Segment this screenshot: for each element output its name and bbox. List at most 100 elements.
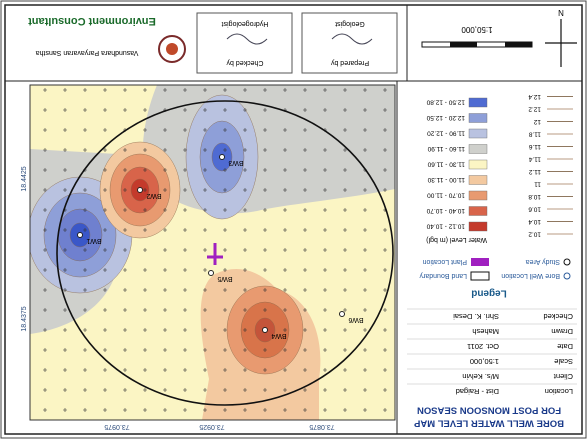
grid-cross bbox=[183, 208, 187, 212]
grid-cross bbox=[343, 288, 347, 292]
grid-cross bbox=[83, 248, 87, 252]
grid-cross bbox=[63, 88, 67, 92]
range-label: 10.40 - 10.70 bbox=[426, 207, 465, 214]
grid-cross bbox=[323, 388, 327, 392]
grid-cross bbox=[83, 208, 87, 212]
grid-cross bbox=[243, 348, 247, 352]
grid-cross bbox=[363, 308, 367, 312]
grid-cross bbox=[163, 168, 167, 172]
signature-box bbox=[301, 12, 398, 74]
legend-item: Study Area bbox=[526, 258, 560, 265]
grid-cross bbox=[323, 148, 327, 152]
grid-cross bbox=[343, 228, 347, 232]
grid-cross bbox=[203, 348, 207, 352]
grid-cross bbox=[63, 188, 67, 192]
grid-cross bbox=[103, 148, 107, 152]
grid-cross bbox=[163, 148, 167, 152]
grid-cross bbox=[63, 248, 67, 252]
contour-label: 10.6 bbox=[528, 205, 541, 212]
grid-cross bbox=[383, 188, 387, 192]
grid-cross bbox=[83, 328, 87, 332]
grid-cross bbox=[343, 188, 347, 192]
grid-cross bbox=[303, 108, 307, 112]
grid-cross bbox=[223, 268, 227, 272]
info-label: Date bbox=[557, 342, 573, 351]
legend-symbol bbox=[470, 271, 490, 281]
grid-cross bbox=[143, 108, 147, 112]
grid-cross bbox=[63, 288, 67, 292]
grid-cross bbox=[83, 228, 87, 232]
grid-cross bbox=[83, 368, 87, 372]
grid-cross bbox=[383, 108, 387, 112]
contour-label: 11.8 bbox=[528, 130, 541, 137]
map-border bbox=[29, 84, 396, 421]
grid-cross bbox=[243, 288, 247, 292]
grid-cross bbox=[283, 148, 287, 152]
scale-bar-fill bbox=[505, 42, 532, 47]
grid-cross bbox=[363, 288, 367, 292]
grid-cross bbox=[43, 168, 47, 172]
contour-label: 11.2 bbox=[528, 168, 541, 175]
grid-cross bbox=[143, 248, 147, 252]
grid-cross bbox=[43, 288, 47, 292]
grid-cross bbox=[203, 148, 207, 152]
grid-cross bbox=[183, 408, 187, 412]
legend-symbol bbox=[563, 272, 571, 280]
grid-cross bbox=[223, 148, 227, 152]
info-value: Dist - Raigad bbox=[456, 387, 499, 396]
grid-cross bbox=[323, 408, 327, 412]
grid-cross bbox=[143, 328, 147, 332]
legend-panel: BORE WELL WATER LEVEL MAP FOR POST MONSOO… bbox=[407, 93, 577, 428]
range-label: 12.50 - 12.80 bbox=[426, 98, 465, 105]
range-label: 11.00 - 11.30 bbox=[427, 176, 465, 183]
grid-cross bbox=[83, 188, 87, 192]
bore-well bbox=[219, 154, 225, 160]
legend-item: Plant Location bbox=[423, 258, 467, 265]
grid-cross bbox=[383, 308, 387, 312]
bore-well bbox=[137, 187, 143, 193]
grid-cross bbox=[123, 388, 127, 392]
grid-cross bbox=[283, 248, 287, 252]
contour-label: 12.4 bbox=[528, 93, 541, 100]
grid-cross bbox=[143, 308, 147, 312]
scale-bar-fill bbox=[450, 42, 477, 47]
grid-cross bbox=[103, 168, 107, 172]
grid-cross bbox=[183, 168, 187, 172]
grid-cross bbox=[243, 328, 247, 332]
contour-label: 10.8 bbox=[528, 193, 541, 200]
grid-cross bbox=[103, 128, 107, 132]
grid-cross bbox=[203, 88, 207, 92]
grid-cross bbox=[323, 268, 327, 272]
grid-cross bbox=[323, 168, 327, 172]
grid-cross bbox=[43, 88, 47, 92]
grid-cross bbox=[363, 148, 367, 152]
grid-cross bbox=[283, 168, 287, 172]
grid-cross bbox=[123, 248, 127, 252]
well-label: BW6 bbox=[348, 316, 363, 323]
grid-cross bbox=[43, 148, 47, 152]
grid-cross bbox=[103, 288, 107, 292]
grid-cross bbox=[143, 268, 147, 272]
grid-cross bbox=[63, 408, 67, 412]
grid-cross bbox=[103, 208, 107, 212]
grid-cross bbox=[203, 388, 207, 392]
grid-cross bbox=[103, 308, 107, 312]
grid-cross bbox=[363, 348, 367, 352]
grid-cross bbox=[243, 368, 247, 372]
grid-cross bbox=[103, 248, 107, 252]
grid-cross bbox=[383, 168, 387, 172]
grid-cross bbox=[163, 388, 167, 392]
grid-cross bbox=[323, 348, 327, 352]
grid-cross bbox=[43, 408, 47, 412]
grid-cross bbox=[263, 248, 267, 252]
grid-cross bbox=[283, 188, 287, 192]
grid-cross bbox=[363, 88, 367, 92]
grid-cross bbox=[143, 348, 147, 352]
grid-cross bbox=[283, 208, 287, 212]
grid-cross bbox=[123, 168, 127, 172]
grid-cross bbox=[183, 248, 187, 252]
grid-cross bbox=[303, 268, 307, 272]
grid-cross bbox=[163, 208, 167, 212]
grid-cross bbox=[63, 348, 67, 352]
